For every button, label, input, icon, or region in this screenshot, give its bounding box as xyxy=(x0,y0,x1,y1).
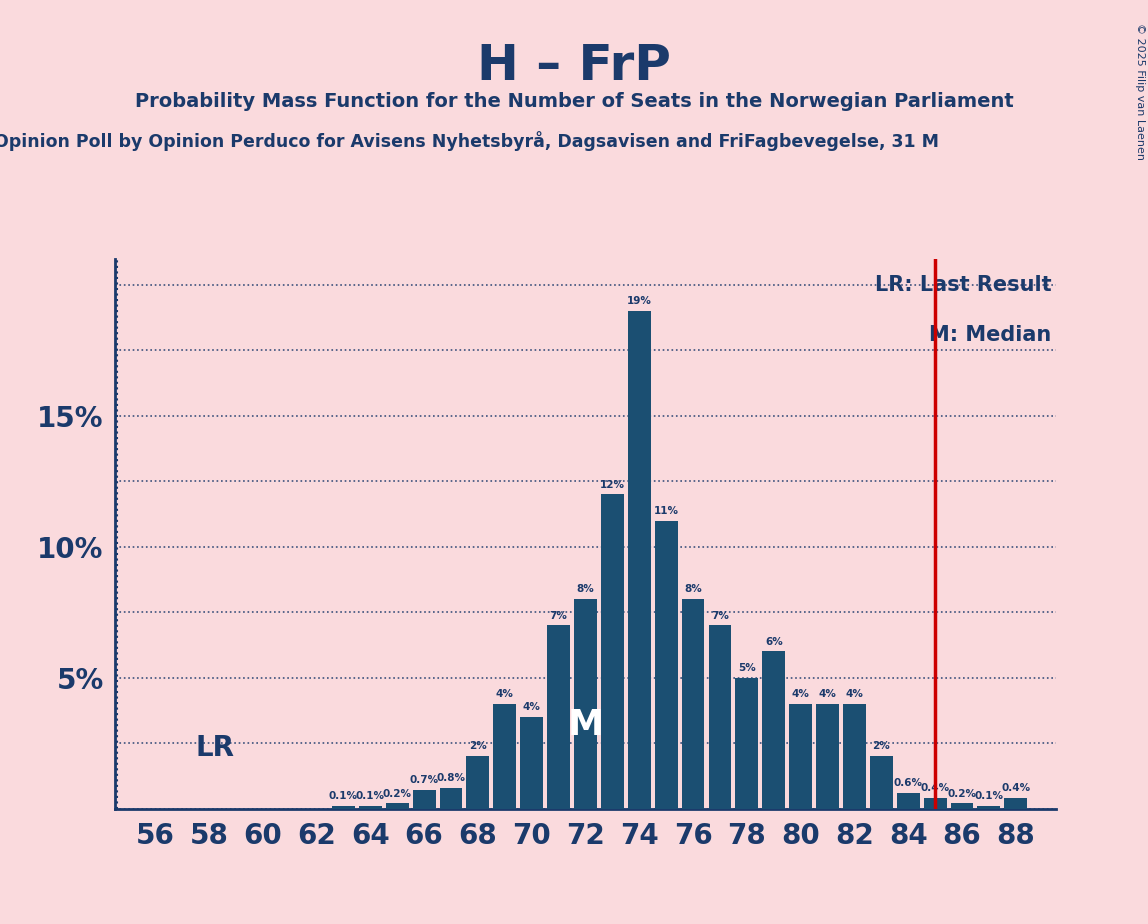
Bar xyxy=(762,651,785,808)
Bar xyxy=(951,803,974,808)
Text: 0.4%: 0.4% xyxy=(1001,784,1031,794)
Text: 4%: 4% xyxy=(792,689,809,699)
Bar xyxy=(789,704,812,808)
Text: 0.2%: 0.2% xyxy=(382,788,412,798)
Text: 12%: 12% xyxy=(600,480,625,490)
Bar xyxy=(843,704,866,808)
Bar xyxy=(1004,798,1027,808)
Bar xyxy=(359,806,382,808)
Bar xyxy=(412,790,435,808)
Text: 8%: 8% xyxy=(576,584,595,594)
Text: © 2025 Filip van Laenen: © 2025 Filip van Laenen xyxy=(1135,23,1145,160)
Bar xyxy=(897,793,920,808)
Text: 0.1%: 0.1% xyxy=(975,791,1003,801)
Bar xyxy=(628,311,651,808)
Bar xyxy=(977,806,1000,808)
Text: 4%: 4% xyxy=(496,689,513,699)
Bar xyxy=(466,756,489,808)
Text: 2%: 2% xyxy=(470,741,487,751)
Text: 4%: 4% xyxy=(846,689,863,699)
Bar xyxy=(332,806,355,808)
Text: 4%: 4% xyxy=(819,689,837,699)
Text: 0.1%: 0.1% xyxy=(356,791,385,801)
Bar xyxy=(600,494,623,808)
Text: M: Median: M: Median xyxy=(929,324,1052,345)
Bar xyxy=(440,787,463,808)
Bar xyxy=(548,626,571,808)
Text: 19%: 19% xyxy=(627,297,652,307)
Bar xyxy=(654,520,677,808)
Bar xyxy=(386,803,409,808)
Bar xyxy=(708,626,731,808)
Text: H – FrP: H – FrP xyxy=(478,42,670,90)
Text: 11%: 11% xyxy=(653,505,678,516)
Bar xyxy=(574,599,597,808)
Text: 7%: 7% xyxy=(711,611,729,621)
Text: LR: Last Result: LR: Last Result xyxy=(875,275,1052,295)
Text: 0.8%: 0.8% xyxy=(436,772,465,783)
Text: 7%: 7% xyxy=(550,611,567,621)
Bar xyxy=(870,756,893,808)
Text: 0.4%: 0.4% xyxy=(921,784,949,794)
Bar xyxy=(816,704,839,808)
Text: M: M xyxy=(567,708,604,742)
Bar xyxy=(736,677,759,808)
Text: 0.1%: 0.1% xyxy=(329,791,358,801)
Text: Opinion Poll by Opinion Perduco for Avisens Nyhetsbyrå, Dagsavisen and FriFagbev: Opinion Poll by Opinion Perduco for Avis… xyxy=(0,131,939,152)
Text: 4%: 4% xyxy=(522,702,541,712)
Text: LR: LR xyxy=(195,735,234,762)
Text: 5%: 5% xyxy=(738,663,755,673)
Text: Probability Mass Function for the Number of Seats in the Norwegian Parliament: Probability Mass Function for the Number… xyxy=(134,92,1014,112)
Text: 6%: 6% xyxy=(765,637,783,647)
Text: 8%: 8% xyxy=(684,584,701,594)
Text: 0.6%: 0.6% xyxy=(894,778,923,788)
Bar xyxy=(682,599,705,808)
Bar xyxy=(494,704,517,808)
Bar xyxy=(520,717,543,808)
Text: 0.2%: 0.2% xyxy=(947,788,977,798)
Text: 2%: 2% xyxy=(872,741,890,751)
Text: 0.7%: 0.7% xyxy=(410,775,439,785)
Bar xyxy=(924,798,947,808)
